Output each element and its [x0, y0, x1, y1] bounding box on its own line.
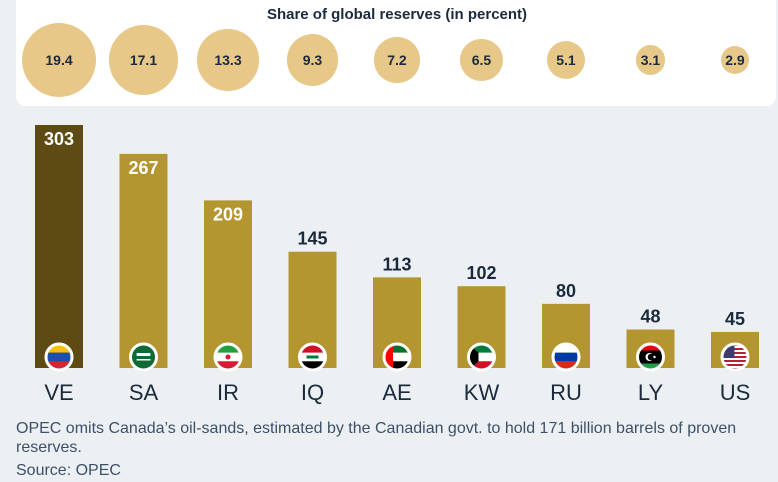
- value-label-sa: 267: [128, 158, 158, 178]
- category-label-ae: AE: [382, 380, 411, 405]
- share-bubble-sa: 17.1: [108, 25, 179, 95]
- share-title: Share of global reserves (in percent): [266, 6, 528, 23]
- value-label-ve: 303: [44, 129, 74, 149]
- usa-flag: [720, 342, 750, 372]
- category-label-iq: IQ: [301, 380, 324, 405]
- bar-chart: 303 VE 267 SA 209 IR 145 IQ 113 AE 102 KW 80 RU 48 LY 45…: [35, 125, 759, 405]
- value-label-kw: 102: [466, 263, 496, 283]
- category-label-ve: VE: [44, 380, 73, 405]
- value-label-ir: 209: [213, 204, 243, 224]
- venezuela-flag: [44, 342, 74, 372]
- iran-flag: [213, 342, 243, 372]
- value-label-ru: 80: [556, 281, 576, 301]
- category-label-ru: RU: [550, 380, 582, 405]
- saudi-arabia-flag: [129, 342, 158, 372]
- footnote: OPEC omits Canada’s oil-sands, estimated…: [16, 420, 737, 456]
- value-label-iq: 145: [297, 229, 327, 249]
- category-label-kw: KW: [464, 380, 500, 405]
- category-label-ly: LY: [638, 380, 664, 405]
- share-bubble-us: 2.9: [720, 45, 750, 75]
- value-label-ly: 48: [640, 307, 660, 327]
- russia-flag: [551, 342, 581, 372]
- share-bubble-ve: 19.4: [22, 23, 96, 97]
- libya-flag: [636, 342, 665, 372]
- category-label-us: US: [720, 380, 751, 405]
- share-bubble-ru: 5.1: [547, 41, 585, 79]
- bar-sa: [119, 153, 168, 368]
- share-bubble-ae: 7.2: [374, 37, 420, 83]
- iraq-flag: [298, 342, 327, 372]
- share-bubble-kw: 6.5: [460, 38, 503, 82]
- category-label-ir: IR: [217, 380, 239, 405]
- share-bubble-ly: 3.1: [635, 45, 666, 75]
- bar-ve: [35, 125, 83, 368]
- source-note: Source: OPEC: [16, 462, 121, 479]
- bar-ir: [204, 200, 252, 368]
- category-label-sa: SA: [129, 380, 159, 405]
- kuwait-flag: [467, 342, 496, 372]
- share-bubble-ir: 13.3: [197, 29, 259, 91]
- share-bubble-iq: 9.3: [286, 34, 339, 86]
- uae-flag: [382, 342, 412, 372]
- value-label-us: 45: [725, 309, 745, 329]
- value-label-ae: 113: [382, 254, 411, 274]
